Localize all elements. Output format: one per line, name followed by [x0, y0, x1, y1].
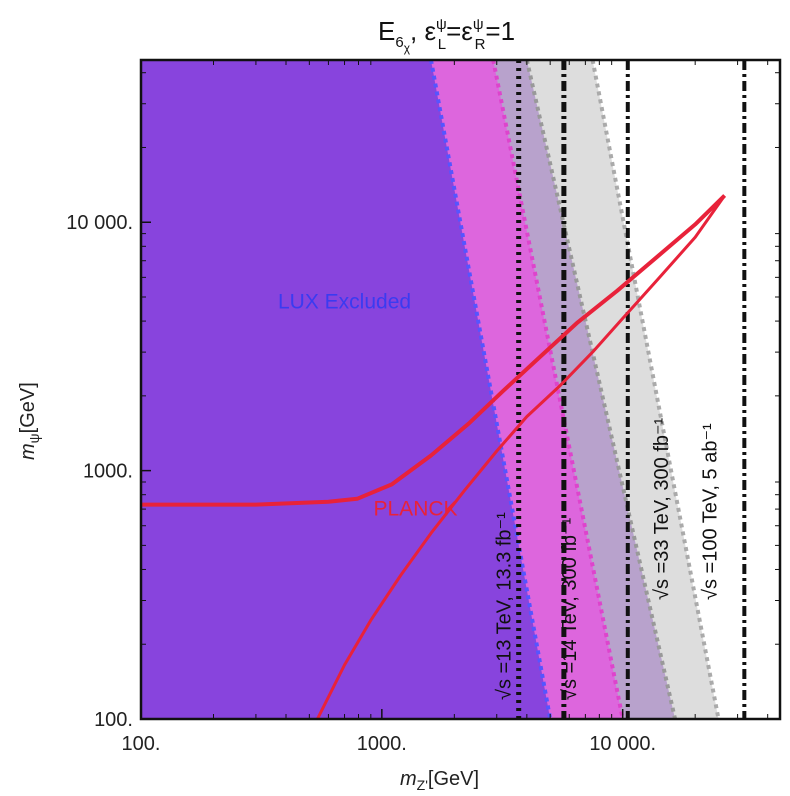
title-sup-right: ψ: [473, 16, 484, 33]
x-axis-unit: [GeV]: [428, 768, 479, 790]
planck-label: PLANCK: [374, 497, 458, 520]
y-tick-label: 100.: [94, 709, 133, 731]
annotation-layer: √s =13 TeV, 13.3 fb⁻¹ √s =14 TeV, 300 fb⁻…: [278, 290, 721, 700]
title-sub2: χ: [404, 41, 411, 55]
lux-excluded-label: LUX Excluded: [278, 290, 411, 313]
x-axis-title: mZ'[GeV]: [400, 768, 479, 793]
title-comma: ,: [410, 16, 424, 46]
x-tick-label: 1000.: [357, 733, 407, 755]
reach-line-label-1: √s =13 TeV, 13.3 fb⁻¹: [494, 512, 516, 700]
y-tick-label: 1000.: [83, 461, 133, 483]
reach-line-label-4: √s =100 TeV, 5 ab⁻¹: [699, 423, 721, 600]
y-tick-label: 10 000.: [66, 212, 133, 234]
reach-line-label-2: √s =14 TeV, 300 fb⁻¹: [559, 517, 581, 700]
title-sub-left: L: [438, 36, 446, 53]
plot-frame: [139, 58, 782, 721]
title-eps-left: ε: [424, 16, 436, 46]
chart-title: E6χ, εψ L=εψ R=1: [378, 16, 515, 55]
planck-curve-1: [141, 194, 726, 507]
exclusion-region-1: [141, 60, 551, 719]
reach-line-label-3: √s =33 TeV, 300 fb⁻¹: [651, 417, 673, 600]
y-axis-m: m: [17, 443, 39, 460]
title-equals: =: [446, 16, 461, 46]
y-axis-unit: [GeV]: [17, 382, 39, 433]
region-boundary-3: [524, 60, 678, 719]
planck-curve-2: [316, 194, 726, 719]
title-sup-left: ψ: [436, 16, 447, 33]
title-value: =1: [485, 16, 515, 46]
plot-area: [141, 60, 780, 719]
x-axis-m: m: [400, 768, 417, 790]
title-eps-right: ε: [461, 16, 473, 46]
axis-ticks: 100. 1000. 10 000. 100. 1000. 10 000.: [66, 60, 780, 755]
title-sub-right: R: [475, 36, 486, 53]
y-axis-sub: ψ: [26, 433, 42, 443]
title-base: E: [378, 16, 395, 46]
x-tick-label: 10 000.: [589, 733, 656, 755]
y-axis-title: mψ[GeV]: [17, 382, 42, 460]
title-sub1: 6: [395, 34, 403, 51]
x-tick-label: 100.: [122, 733, 161, 755]
x-axis-sub: Z': [417, 777, 428, 793]
